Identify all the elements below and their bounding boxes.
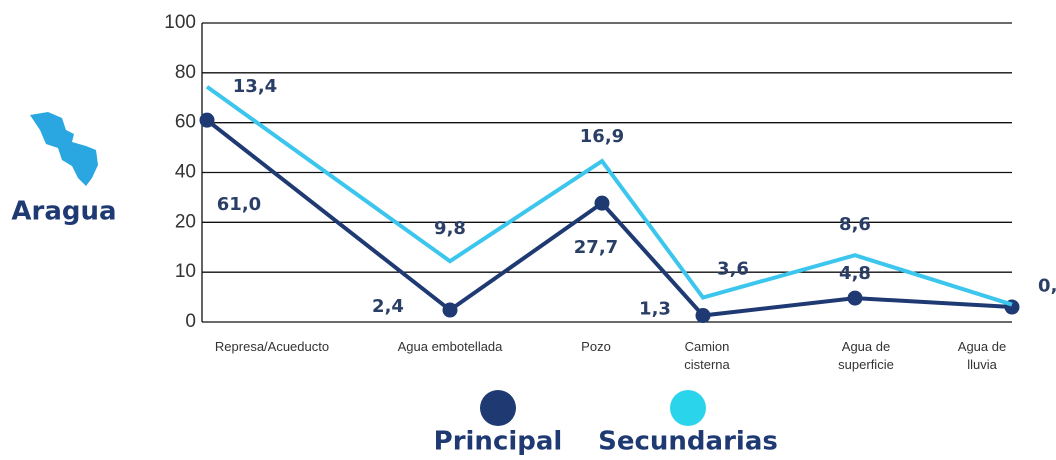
x-tick-label: Represa/Acueducto <box>215 339 329 354</box>
y-tick-label: 80 <box>175 62 196 83</box>
x-tick-label: Camion cisterna <box>684 339 730 372</box>
y-tick-label: 40 <box>175 162 196 183</box>
data-label: 3,6 <box>717 259 749 280</box>
legend-swatch <box>480 390 516 426</box>
x-tick-label: Pozo <box>581 339 611 354</box>
legend-label: Secundarias <box>598 427 778 457</box>
region-map <box>30 112 98 186</box>
x-tick-label: Agua embotellada <box>398 339 504 354</box>
data-label: 2,4 <box>372 296 404 317</box>
series-line <box>205 85 1013 307</box>
data-point <box>594 195 610 211</box>
data-point <box>695 308 711 324</box>
y-tick-label: 20 <box>175 211 196 232</box>
data-label: 8,6 <box>839 214 871 235</box>
data-label: 27,7 <box>574 237 618 258</box>
legend-swatch <box>670 390 706 426</box>
region-label: Aragua <box>11 197 116 227</box>
data-label: 13,4 <box>233 76 277 97</box>
data-label: 16,9 <box>580 126 624 147</box>
data-label: 9,8 <box>434 218 466 239</box>
data-label: 1,3 <box>639 299 671 320</box>
x-tick-label: Agua de lluvia <box>958 339 1006 372</box>
y-tick-label: 100 <box>164 12 196 33</box>
series-line <box>205 118 1013 318</box>
x-tick-label: Agua de superficie <box>838 339 894 372</box>
data-point <box>442 302 458 318</box>
data-point <box>199 112 215 128</box>
data-label: 61,0 <box>217 194 261 215</box>
y-tick-label: 10 <box>175 261 196 282</box>
legend-label: Principal <box>434 427 563 457</box>
data-label: 0,5 <box>1038 276 1056 297</box>
y-tick-label: 60 <box>175 112 196 133</box>
data-point <box>847 290 863 306</box>
y-tick-label: 0 <box>185 311 196 332</box>
data-label: 4,8 <box>839 263 871 284</box>
